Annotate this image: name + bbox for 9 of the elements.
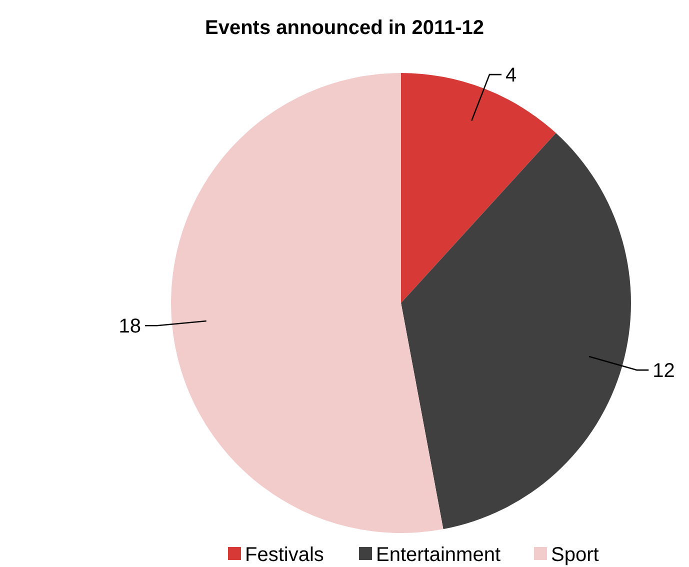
legend-label: Entertainment [376, 544, 501, 566]
pie-slice [401, 133, 631, 530]
data-label: 18 [118, 316, 142, 338]
legend-label: Sport [551, 544, 600, 566]
data-label: 12 [652, 360, 675, 382]
data-label: 4 [506, 64, 517, 87]
legend-label: Festivals [245, 544, 324, 566]
pie-slice [171, 73, 444, 533]
chart-title: Events announced in 2011-12 [205, 17, 484, 39]
